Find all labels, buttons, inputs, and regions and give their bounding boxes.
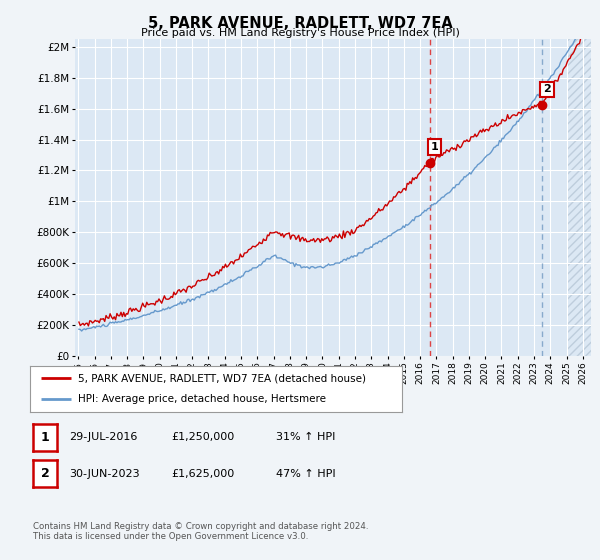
Text: 1: 1 xyxy=(431,142,438,152)
Text: 29-JUL-2016: 29-JUL-2016 xyxy=(69,432,137,442)
Text: £1,625,000: £1,625,000 xyxy=(171,469,234,479)
Text: £1,250,000: £1,250,000 xyxy=(171,432,234,442)
Text: Price paid vs. HM Land Registry's House Price Index (HPI): Price paid vs. HM Land Registry's House … xyxy=(140,28,460,38)
Text: 30-JUN-2023: 30-JUN-2023 xyxy=(69,469,140,479)
Text: 5, PARK AVENUE, RADLETT, WD7 7EA (detached house): 5, PARK AVENUE, RADLETT, WD7 7EA (detach… xyxy=(79,373,367,383)
Text: 5, PARK AVENUE, RADLETT, WD7 7EA: 5, PARK AVENUE, RADLETT, WD7 7EA xyxy=(148,16,452,31)
Text: 47% ↑ HPI: 47% ↑ HPI xyxy=(276,469,335,479)
Text: 2: 2 xyxy=(41,467,49,480)
Text: 2: 2 xyxy=(543,85,551,95)
Text: 31% ↑ HPI: 31% ↑ HPI xyxy=(276,432,335,442)
Text: 1: 1 xyxy=(41,431,49,444)
Text: HPI: Average price, detached house, Hertsmere: HPI: Average price, detached house, Hert… xyxy=(79,394,326,404)
Text: Contains HM Land Registry data © Crown copyright and database right 2024.
This d: Contains HM Land Registry data © Crown c… xyxy=(33,522,368,542)
Bar xyxy=(566,39,591,356)
